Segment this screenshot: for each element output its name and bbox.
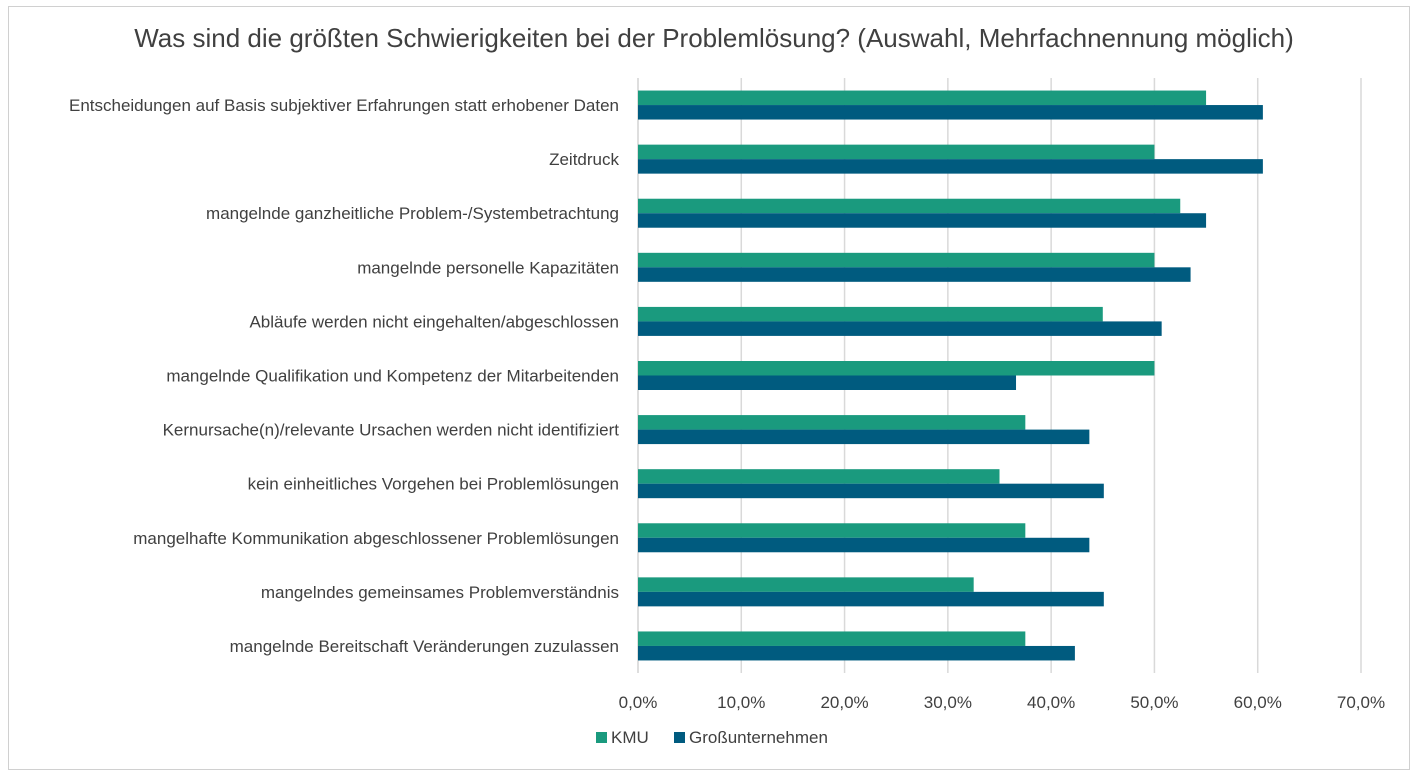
bar-kmu [638, 469, 1000, 484]
x-tick-labels: 0,0% 10,0% 20,0% 30,0% 40,0% 50,0% 60,0% 70,0% [619, 693, 1385, 712]
chart-title: Was sind die größten Schwierigkeiten bei… [134, 23, 1294, 53]
category-label: mangelnde Qualifikation und Kompetenz de… [166, 367, 619, 386]
x-tick-label: 50,0% [1130, 693, 1178, 712]
bar-kmu [638, 631, 1026, 646]
chart-frame: Was sind die größten Schwierigkeiten bei… [8, 6, 1410, 770]
category-label: mangelndes gemeinsames Problemverständni… [261, 583, 619, 602]
bar-grossunternehmen [638, 375, 1017, 390]
bar-kmu [638, 198, 1181, 214]
bar-kmu [638, 577, 974, 592]
bar-chart: Was sind die größten Schwierigkeiten bei… [69, 23, 1385, 747]
x-tick-label: 40,0% [1027, 693, 1075, 712]
bar-grossunternehmen [638, 429, 1090, 445]
category-label: kein einheitliches Vorgehen bei Probleml… [248, 475, 619, 494]
category-label: Zeitdruck [549, 150, 619, 169]
bar-kmu [638, 523, 1026, 538]
bar-grossunternehmen [638, 105, 1263, 120]
category-label: mangelnde personelle Kapazitäten [357, 258, 619, 277]
legend-swatch [596, 732, 607, 743]
category-label: mangelnde ganzheitliche Problem-/Systemb… [206, 204, 619, 223]
category-label: Kernursache(n)/relevante Ursachen werden… [163, 421, 620, 440]
x-tick-label: 30,0% [924, 693, 972, 712]
category-label: Abläufe werden nicht eingehalten/abgesch… [249, 312, 619, 331]
legend: KMU Großunternehmen [596, 728, 828, 747]
legend-swatch [674, 732, 685, 743]
bar-kmu [638, 144, 1155, 160]
bar-grossunternehmen [638, 537, 1090, 553]
x-tick-label: 10,0% [717, 693, 765, 712]
bar-kmu [638, 252, 1155, 268]
x-tick-label: 0,0% [619, 693, 658, 712]
category-label: Entscheidungen auf Basis subjektiver Erf… [69, 96, 619, 115]
x-tick-label: 20,0% [820, 693, 868, 712]
bar-grossunternehmen [638, 159, 1263, 174]
x-tick-label: 60,0% [1234, 693, 1282, 712]
x-tick-label: 70,0% [1337, 693, 1385, 712]
category-label: mangelhafte Kommunikation abgeschlossene… [133, 529, 619, 548]
bars [638, 90, 1263, 661]
category-label: mangelnde Bereitschaft Veränderungen zuz… [230, 637, 619, 656]
bar-kmu [638, 415, 1026, 430]
legend-label: Großunternehmen [689, 728, 828, 747]
bar-grossunternehmen [638, 483, 1104, 499]
category-labels: Entscheidungen auf Basis subjektiver Erf… [69, 96, 620, 656]
bar-grossunternehmen [638, 213, 1207, 228]
bar-grossunternehmen [638, 591, 1104, 607]
bar-kmu [638, 361, 1155, 376]
bar-kmu [638, 306, 1103, 322]
bar-grossunternehmen [638, 321, 1162, 336]
legend-label: KMU [611, 728, 649, 747]
bar-grossunternehmen [638, 267, 1191, 282]
bar-kmu [638, 90, 1207, 106]
bar-grossunternehmen [638, 645, 1075, 661]
